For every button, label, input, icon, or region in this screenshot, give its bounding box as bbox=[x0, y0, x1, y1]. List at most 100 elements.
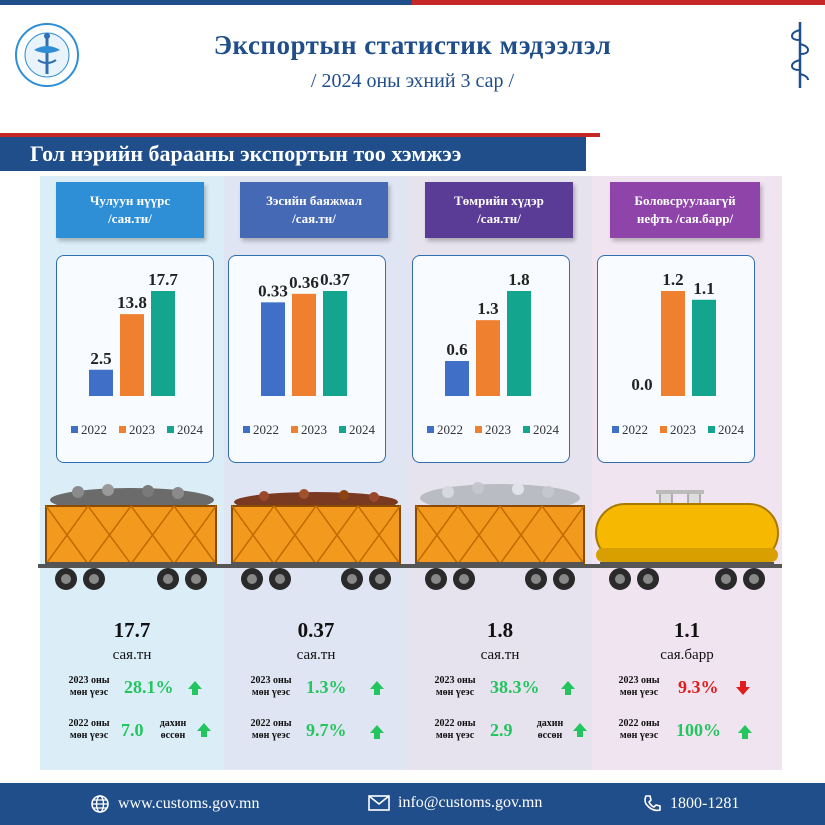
legend-label-2022: 2022 bbox=[253, 422, 279, 437]
bar-2023 bbox=[292, 293, 316, 396]
bar-2024 bbox=[151, 291, 175, 396]
cmp1-value-copper: 1.3% bbox=[306, 677, 347, 697]
legend-swatch-2022 bbox=[71, 426, 78, 433]
legend-label-2022: 2022 bbox=[437, 422, 463, 437]
legend-swatch-2024 bbox=[339, 426, 346, 433]
bar-2023 bbox=[661, 291, 685, 396]
arrow-up-icon bbox=[370, 725, 384, 739]
copper-wagon-illustration bbox=[224, 489, 408, 590]
label-oil: Боловсруулаагүй нефть /сая.барр/ bbox=[610, 182, 760, 238]
data-label-2023: 1.3 bbox=[477, 299, 498, 318]
bar-2024 bbox=[323, 291, 347, 396]
footer-phone[interactable]: 1800-1281 bbox=[642, 794, 739, 814]
bar-2024 bbox=[507, 291, 531, 396]
banner-accent bbox=[0, 133, 600, 137]
mongolian-script-emblem bbox=[790, 22, 810, 88]
legend-label-2024: 2024 bbox=[177, 422, 204, 437]
envelope-icon bbox=[368, 795, 390, 811]
legend-label-2023: 2023 bbox=[670, 422, 696, 437]
footer-website-text[interactable]: www.customs.gov.mn bbox=[118, 795, 260, 812]
value-copper: 0.37 bbox=[297, 618, 335, 642]
legend-label-2024: 2024 bbox=[718, 422, 745, 437]
data-label-2022: 0.6 bbox=[446, 340, 467, 359]
unit-coal: сая.тн bbox=[112, 647, 152, 663]
data-label-2024: 17.7 bbox=[148, 270, 178, 289]
bar-2022 bbox=[89, 369, 113, 396]
cmp1-label-copper: 2023 оны мөн үеэс bbox=[250, 675, 292, 698]
legend-label-2023: 2023 bbox=[485, 422, 511, 437]
coal-wagon-illustration bbox=[38, 484, 224, 590]
legend-swatch-2023 bbox=[660, 426, 667, 433]
legend-swatch-2022 bbox=[427, 426, 434, 433]
footer-website[interactable]: www.customs.gov.mn bbox=[90, 794, 259, 814]
unit-iron: сая.тн bbox=[480, 647, 520, 663]
legend-swatch-2024 bbox=[523, 426, 530, 433]
cmp1-value-iron: 38.3% bbox=[490, 677, 540, 697]
cmp2-label-copper: 2022 оны мөн үеэс bbox=[250, 718, 292, 741]
bar-2023 bbox=[120, 314, 144, 396]
oil-tank-wagon-illustration bbox=[592, 490, 782, 590]
arrow-up-icon bbox=[188, 681, 202, 695]
data-label-2024: 1.8 bbox=[508, 270, 529, 289]
value-coal: 17.7 bbox=[113, 618, 151, 642]
cmp2-suffix-iron: дахин өссөн bbox=[536, 718, 564, 741]
legend-label-2024: 2024 bbox=[349, 422, 376, 437]
arrow-up-icon bbox=[573, 723, 587, 737]
footer-email[interactable]: info@customs.gov.mn bbox=[368, 794, 542, 812]
legend-swatch-2022 bbox=[243, 426, 250, 433]
data-label-2022: 2.5 bbox=[90, 349, 111, 368]
unit-oil: сая.барр bbox=[660, 647, 714, 663]
iron-wagon-illustration bbox=[408, 482, 592, 590]
legend-label-2024: 2024 bbox=[533, 422, 560, 437]
cmp1-value-oil: 9.3% bbox=[678, 677, 719, 697]
chart-copper: 0.33 0.36 0.37 2022 2023 2024 bbox=[228, 255, 386, 463]
cmp2-value-iron: 2.9 bbox=[490, 720, 513, 740]
unit-copper: сая.тн bbox=[296, 647, 336, 663]
section-banner: Гол нэрийн барааны экспортын тоо хэмжээ bbox=[0, 137, 586, 171]
chart-iron: 0.6 1.3 1.8 2022 2023 2024 bbox=[412, 255, 570, 463]
footer: www.customs.gov.mn info@customs.gov.mn 1… bbox=[0, 783, 825, 825]
legend-swatch-2024 bbox=[708, 426, 715, 433]
data-label-2022: 0.0 bbox=[631, 375, 652, 394]
data-label-2023: 0.36 bbox=[289, 273, 319, 292]
data-label-2023: 1.2 bbox=[662, 270, 683, 289]
chart-coal: 2.5 13.8 17.7 2022 2023 2024 bbox=[56, 255, 214, 463]
cmp1-value-coal: 28.1% bbox=[124, 677, 174, 697]
legend-label-2022: 2022 bbox=[622, 422, 648, 437]
legend-swatch-2023 bbox=[119, 426, 126, 433]
bar-2022 bbox=[261, 302, 285, 396]
arrow-up-icon bbox=[738, 725, 752, 739]
data-label-2022: 0.33 bbox=[258, 281, 288, 300]
footer-phone-text[interactable]: 1800-1281 bbox=[670, 795, 740, 812]
bar-2023 bbox=[476, 320, 500, 396]
legend-label-2023: 2023 bbox=[301, 422, 327, 437]
data-label-2024: 1.1 bbox=[693, 279, 714, 298]
footer-email-text[interactable]: info@customs.gov.mn bbox=[398, 794, 543, 811]
legend-swatch-2022 bbox=[612, 426, 619, 433]
label-coal: Чулуун нүүрс/сая.тн/ bbox=[56, 182, 204, 238]
data-label-2023: 13.8 bbox=[117, 293, 147, 312]
cmp1-label-oil: 2023 оны мөн үеэс bbox=[618, 675, 660, 698]
page-subtitle: / 2024 оны эхний 3 сар / bbox=[310, 70, 515, 92]
value-oil: 1.1 bbox=[673, 618, 701, 642]
arrow-up-icon bbox=[561, 681, 575, 695]
cmp2-label-coal: 2022 оны мөн үеэс bbox=[68, 718, 110, 741]
cmp2-value-oil: 100% bbox=[676, 720, 721, 740]
arrow-up-icon bbox=[370, 681, 384, 695]
legend-swatch-2023 bbox=[291, 426, 298, 433]
label-copper: Зэсийн баяжмал/сая.тн/ bbox=[240, 182, 388, 238]
chart-oil: 0.0 1.2 1.1 2022 2023 2024 bbox=[597, 255, 755, 463]
data-label-2024: 0.37 bbox=[320, 270, 350, 289]
cmp1-label-iron: 2023 оны мөн үеэс bbox=[434, 675, 476, 698]
value-iron: 1.8 bbox=[486, 618, 514, 642]
cmp2-value-coal: 7.0 bbox=[121, 720, 144, 740]
customs-logo bbox=[15, 23, 79, 87]
top-stripe-blue bbox=[0, 0, 412, 5]
page-title: Экспортын статистик мэдээлэл bbox=[213, 30, 612, 60]
globe-icon bbox=[91, 795, 109, 813]
cmp2-value-copper: 9.7% bbox=[306, 720, 347, 740]
bar-2024 bbox=[692, 299, 716, 396]
legend-label-2023: 2023 bbox=[129, 422, 155, 437]
cmp2-suffix-coal: дахин өссөн bbox=[159, 718, 187, 741]
cmp2-label-oil: 2022 оны мөн үеэс bbox=[618, 718, 660, 741]
